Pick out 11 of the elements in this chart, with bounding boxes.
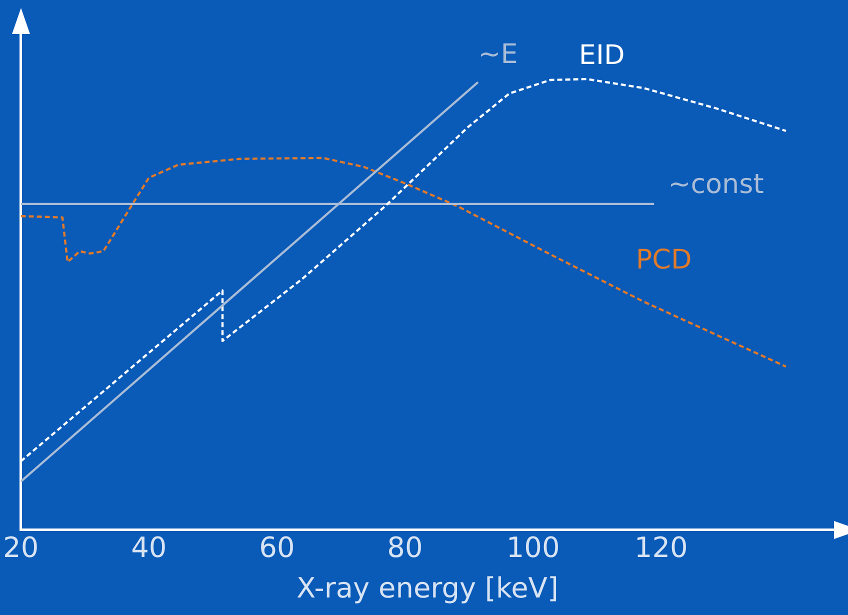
x-tick-label: 60 (259, 530, 295, 564)
x-tick-label: 100 (506, 530, 560, 564)
series-label: EID (578, 40, 625, 72)
x-axis-title: X-ray energy [keV] (296, 571, 558, 604)
x-tick-label: 80 (387, 530, 423, 564)
x-tick-label: 40 (131, 530, 167, 564)
x-tick-label: 20 (2, 530, 39, 564)
series-label: ~const (668, 168, 764, 200)
series-label: PCD (636, 244, 692, 276)
x-tick-label: 120 (634, 530, 688, 564)
series-label: ~E (478, 39, 518, 70)
